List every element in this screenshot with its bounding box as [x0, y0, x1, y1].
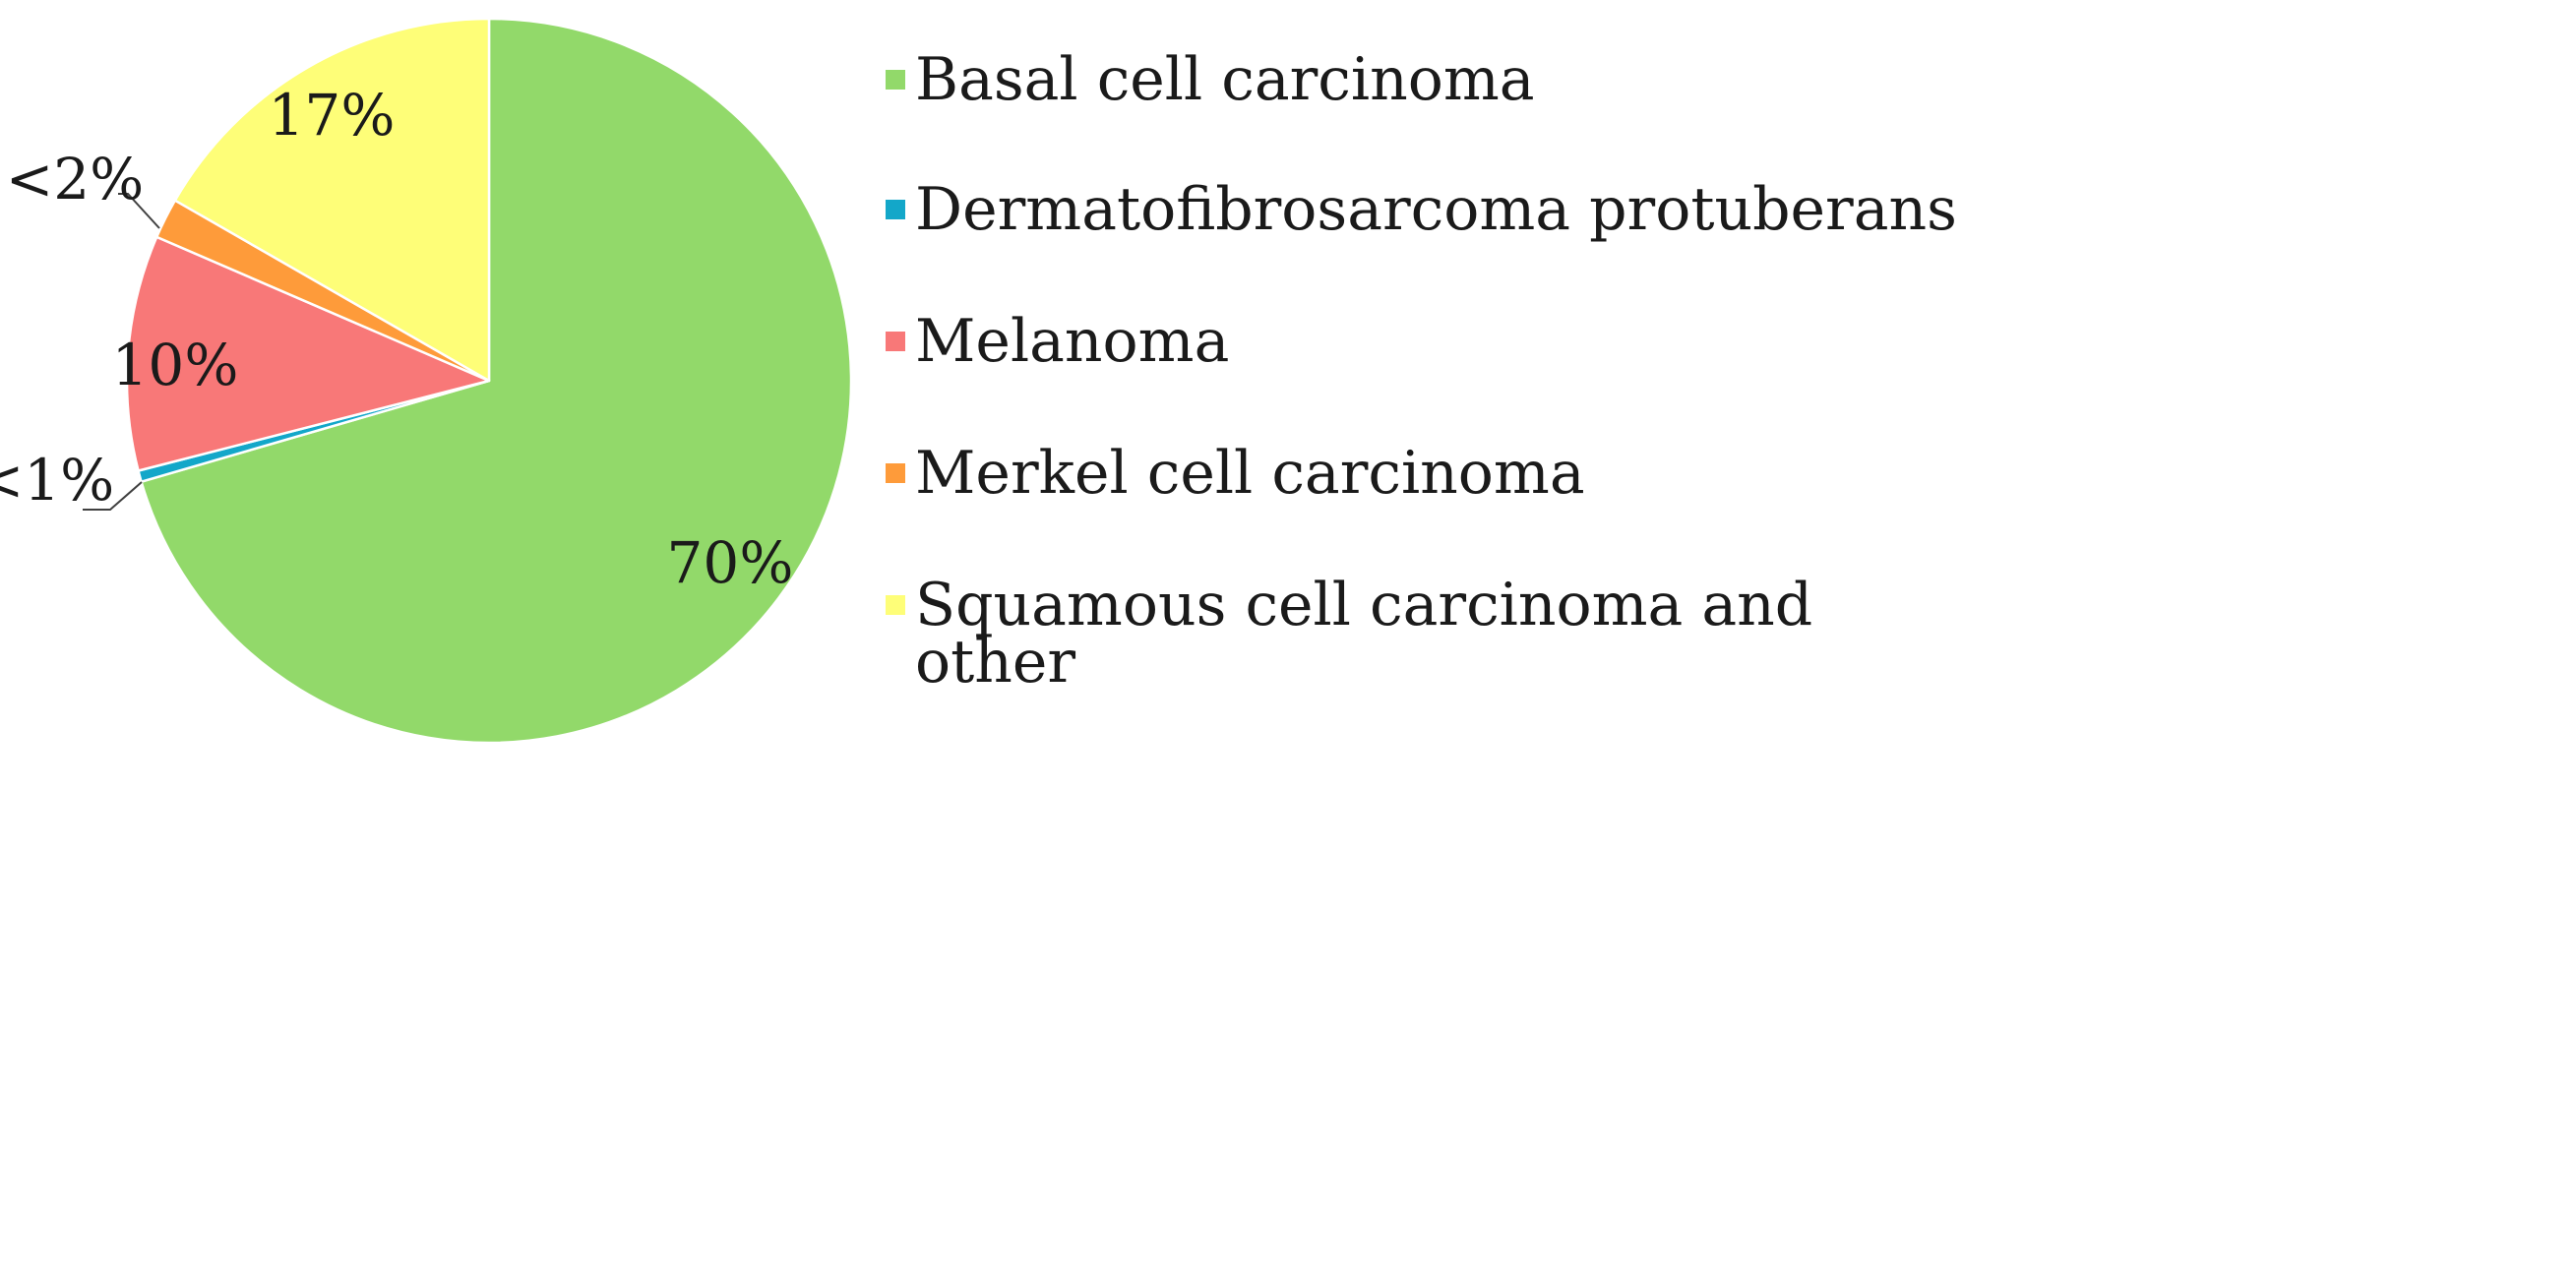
legend-label: Basal cell carcinoma	[915, 45, 1535, 114]
leader-lines	[83, 193, 160, 511]
leader-line-merkel-cell-carcinoma	[118, 193, 160, 229]
data-labels: 70% <1% 10% <2% 17%	[0, 82, 793, 596]
pie-slice-squamous-cell-carcinoma-and-other	[173, 17, 491, 383]
legend-entry-melanoma: Melanoma	[886, 307, 1229, 376]
data-label-merkel-cell-carcinoma: <2%	[6, 146, 145, 213]
legend-label: Melanoma	[915, 307, 1229, 376]
pie-slices	[125, 17, 853, 745]
data-label-squamous-cell-carcinoma-and-other: 17%	[269, 82, 396, 149]
leader-line-dermatofibrosarcoma-protuberans	[83, 481, 143, 511]
legend-swatch	[886, 332, 905, 351]
legend-entry-basal-cell-carcinoma: Basal cell carcinoma	[886, 45, 1535, 114]
legend-label: Merkel cell carcinoma	[915, 439, 1585, 508]
legend-swatch	[886, 595, 905, 615]
pie-slice-melanoma	[125, 235, 491, 472]
data-label-basal-cell-carcinoma: 70%	[667, 529, 794, 596]
legend-entry-merkel-cell-carcinoma: Merkel cell carcinoma	[886, 439, 1585, 508]
data-label-melanoma: 10%	[112, 332, 239, 398]
legend-label: Dermatofibrosarcoma protuberans	[915, 175, 1957, 244]
data-label-dermatofibrosarcoma-protuberans: <1%	[0, 447, 114, 514]
legend-swatch	[886, 70, 905, 90]
legend: Basal cell carcinoma Dermatofibrosarcoma …	[886, 45, 1957, 697]
legend-swatch	[886, 200, 905, 219]
legend-label: Squamous cell carcinoma and	[915, 571, 1812, 639]
pie-slice-basal-cell-carcinoma	[140, 17, 853, 745]
legend-swatch	[886, 463, 905, 483]
legend-entry-dermatofibrosarcoma-protuberans: Dermatofibrosarcoma protuberans	[886, 175, 1957, 244]
legend-label: other	[915, 628, 1075, 697]
